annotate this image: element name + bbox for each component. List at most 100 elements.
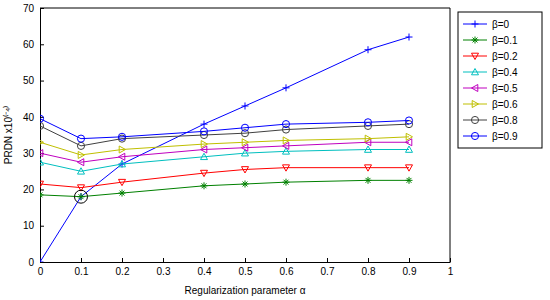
x-tick: 0.4 (198, 258, 212, 277)
series-marker (283, 165, 290, 171)
series-line (40, 119, 409, 139)
series-line (40, 37, 409, 262)
series-marker (406, 146, 413, 152)
x-tick: 0.6 (280, 258, 294, 277)
y-tick-label: 50 (23, 75, 35, 86)
x-tick-mark (81, 258, 82, 262)
series-marker (242, 167, 249, 173)
series-marker (78, 168, 85, 174)
y-tick: 60 (23, 39, 44, 50)
y-tick-mark (40, 8, 44, 9)
x-tick-label: 0.2 (116, 266, 130, 277)
series-marker (119, 146, 125, 153)
x-tick-mark (122, 258, 123, 262)
series-marker (283, 84, 290, 91)
series-marker (201, 182, 208, 189)
series-marker (201, 121, 208, 128)
series-marker (200, 128, 207, 135)
series-marker (241, 124, 248, 131)
legend-swatch (463, 120, 487, 121)
series-marker (242, 102, 249, 109)
chart: 00.10.20.30.40.50.60.70.80.9101020304050… (0, 0, 550, 300)
y-tick-label: 40 (23, 112, 35, 123)
x-tick-label: 0.7 (321, 266, 335, 277)
x-tick-mark (327, 258, 328, 262)
legend: β=0β=0.1β=0.2β=0.4β=0.5β=0.6β=0.8β=0.9 (458, 12, 542, 148)
y-tick-label: 20 (23, 184, 35, 195)
y-tick: 50 (23, 75, 44, 86)
series-marker (364, 119, 371, 126)
series-marker (118, 135, 125, 142)
x-axis: 00.10.20.30.40.50.60.70.80.91 (38, 258, 454, 277)
legend-swatch (463, 56, 487, 57)
x-tick: 0.5 (239, 258, 253, 277)
x-tick-label: 0.1 (75, 266, 89, 277)
legend-marker (472, 21, 479, 28)
series-line (40, 124, 409, 146)
y-tick: 10 (23, 220, 44, 231)
series-line (40, 180, 409, 196)
series-line (40, 168, 409, 188)
x-tick-label: 1 (448, 266, 454, 277)
series-marker (78, 193, 85, 200)
x-tick: 0.2 (116, 258, 130, 277)
legend-label: β=0.9 (492, 131, 518, 142)
legend-label: β=0.4 (492, 67, 518, 78)
x-tick-mark (450, 258, 451, 262)
y-tick-mark (40, 226, 44, 227)
legend-marker (472, 69, 479, 75)
x-tick-mark (245, 258, 246, 262)
series-marker (365, 46, 372, 53)
series-marker (119, 179, 126, 185)
x-tick-label: 0.6 (280, 266, 294, 277)
highlight-circle (75, 190, 88, 203)
y-axis-line (40, 9, 41, 263)
x-tick-mark (163, 258, 164, 262)
series-marker (119, 161, 126, 167)
series-marker (40, 159, 44, 165)
series-marker (365, 177, 372, 184)
legend-label: β=0.8 (492, 115, 518, 126)
legend-label: β=0 (492, 19, 510, 30)
x-tick-label: 0.4 (198, 266, 212, 277)
series-marker (282, 121, 289, 128)
x-tick: 0.8 (362, 258, 376, 277)
x-tick-mark (368, 258, 369, 262)
series-marker (119, 153, 125, 160)
legend-label: β=0.2 (492, 51, 518, 62)
legend-marker (471, 116, 478, 123)
y-tick: 70 (23, 3, 44, 14)
x-tick-mark (286, 258, 287, 262)
y-tick-mark (40, 81, 44, 82)
legend-swatch (463, 72, 487, 73)
series-marker (201, 141, 207, 148)
legend-marker (472, 85, 478, 92)
x-tick-label: 0.3 (157, 266, 171, 277)
series-marker (40, 122, 44, 129)
y-tick-mark (40, 262, 44, 263)
frame (450, 8, 451, 262)
x-tick: 1 (448, 258, 454, 277)
y-tick-label: 70 (23, 3, 35, 14)
series-line (40, 142, 409, 162)
y-tick-mark (40, 44, 44, 45)
series-marker (365, 146, 372, 152)
legend-label: β=0.6 (492, 99, 518, 110)
series-marker (406, 34, 413, 41)
series-marker (40, 150, 43, 157)
y-axis: 010203040506070 (23, 3, 44, 268)
x-tick: 0.3 (157, 258, 171, 277)
legend-label: β=0.5 (492, 83, 518, 94)
legend-marker (472, 37, 479, 44)
series-marker (406, 133, 412, 140)
series-marker (77, 135, 84, 142)
frame (40, 8, 450, 9)
series-marker (283, 179, 290, 186)
series-marker (119, 190, 126, 197)
x-axis-title: Regularization parameter α (185, 285, 306, 296)
series-marker (78, 193, 85, 200)
legend-marker (471, 132, 478, 139)
x-tick-mark (204, 258, 205, 262)
y-axis-title: PRDN x10⁽⁻⁴⁾ (2, 106, 14, 165)
series-marker (78, 159, 84, 166)
